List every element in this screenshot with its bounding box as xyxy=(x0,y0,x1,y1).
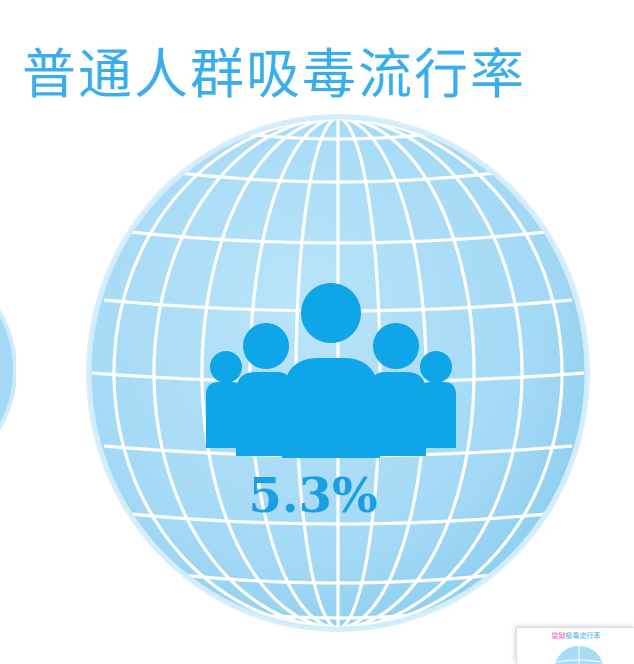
prevalence-value: 5.3% xyxy=(248,468,377,524)
people-group-icon xyxy=(206,283,456,458)
thumbnail-globe xyxy=(555,646,603,664)
thumbnail-title: 监狱吸毒流行率 xyxy=(551,632,601,640)
slide-thumbnail[interactable]: 监狱吸毒流行率 xyxy=(516,627,634,664)
partial-globe-left xyxy=(0,309,16,431)
page-title: 普通人群吸毒流行率 xyxy=(22,43,526,106)
